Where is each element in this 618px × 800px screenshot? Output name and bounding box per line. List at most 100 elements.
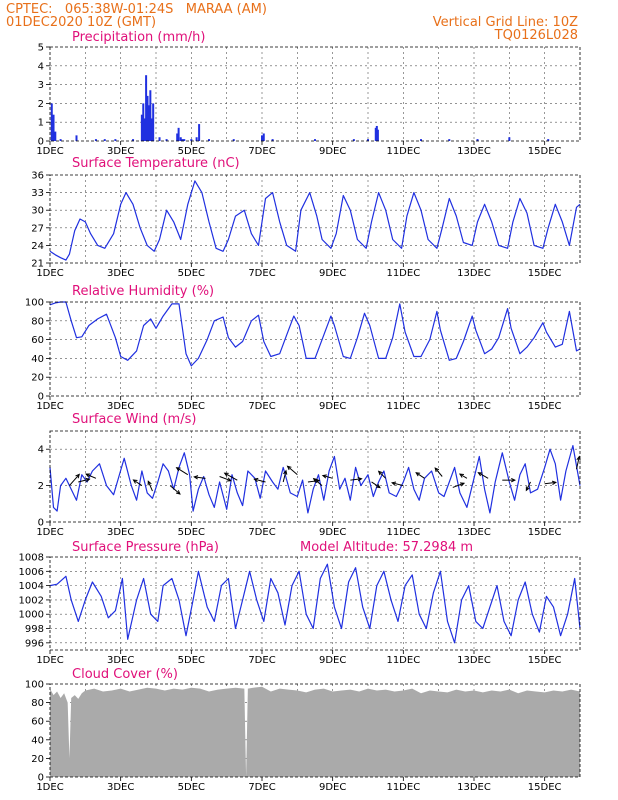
pressure-xtick-label: 7DEC [248,655,275,666]
precipitation-bar [232,139,235,141]
precipitation-bar [142,103,145,141]
temperature-axes: 21 24 27 30 33 36 1DEC 3DEC 5DEC 7DEC 9DEC 11DEC 13D… [31,171,581,279]
wind-xtick-label: 13DEC [457,527,491,538]
wind-vector-arrow [69,473,80,486]
precipitation-ytick-label: 0 [38,137,44,148]
pressure-xtick-label: 15DEC [528,655,562,666]
temperature-ytick-label: 27 [31,223,44,234]
cloud-cover-xtick-label: 7DEC [248,782,275,793]
precipitation-bar [198,124,201,141]
precipitation-xtick-label: 7DEC [248,146,275,157]
wind-title: Surface Wind (m/s) [72,412,196,427]
cloud-cover-panel: Cloud Cover (%) 0 20 40 60 80 100 1DEC 3DEC 5DEC… [25,667,581,793]
pressure-ytick-label: 1002 [19,595,44,606]
precipitation-bar [52,114,55,141]
pressure-xtick-label: 13DEC [457,655,491,666]
precipitation-bar [59,139,62,141]
temperature-series-line [49,180,581,261]
humidity-ytick-label: 20 [31,373,44,384]
precipitation-xtick-label: 13DEC [457,146,491,157]
temperature-xtick-label: 15DEC [528,268,562,279]
wind-xtick-label: 1DEC [36,527,63,538]
precipitation-bar [508,137,511,141]
humidity-series-line [49,301,581,367]
precipitation-bar [177,127,180,141]
wind-vector-arrow [575,455,581,470]
wind-vector-arrow [85,473,97,479]
precipitation-xtick-label: 5DEC [178,146,205,157]
humidity-ytick-label: 40 [31,354,44,365]
humidity-xtick-label: 13DEC [457,401,491,412]
wind-vector-arrow [282,469,288,483]
wind-xtick-label: 5DEC [178,527,205,538]
cloud-cover-xtick-label: 13DEC [457,782,491,793]
precipitation-bar [367,139,369,141]
header-date: 01DEC2020 10Z (GMT) [6,15,156,30]
wind-xtick-label: 11DEC [386,527,420,538]
wind-vector-arrow [321,474,333,479]
wind-vector-arrow [286,465,298,476]
wind-vector-arrow [458,473,468,479]
precipitation-bar [420,139,422,141]
cloud-cover-ytick-label: 20 [31,754,44,765]
precipitation-xtick-label: 3DEC [107,146,134,157]
wind-vector-arrow [132,479,143,487]
precipitation-bar [132,139,135,141]
humidity-xtick-label: 5DEC [178,401,205,412]
wind-ytick-label: 4 [38,445,44,456]
precipitation-bar [147,105,150,141]
cloud-cover-ytick-label: 100 [25,680,44,691]
cloud-cover-xtick-label: 9DEC [319,782,346,793]
precipitation-bar [195,137,198,141]
precipitation-bar [145,75,148,141]
pressure-panel: Surface Pressure (hPa) Model Altitude: 5… [19,540,581,666]
temperature-xtick-label: 3DEC [107,268,134,279]
precipitation-bar [103,139,106,141]
wind-vector-arrow [147,480,153,492]
wind-panel: Surface Wind (m/s) 0 2 4 1DEC 3DEC 5DEC 7DEC 9D… [36,412,581,538]
model-altitude-label: Model Altitude: 57.2984 m [300,540,473,555]
cloud-cover-ytick-label: 40 [31,735,44,746]
wind-vector-arrow [78,477,91,483]
temperature-line [49,180,581,261]
wind-vector-arrow [391,481,404,487]
cloud-cover-ytick-label: 60 [31,717,44,728]
temperature-xtick-label: 9DEC [319,268,346,279]
precipitation-panel: Precipitation (mm/h) 0 1 2 3 4 5 1DEC 3DEC 5DEC 7… [36,30,581,157]
pressure-ytick-label: 1004 [19,581,44,592]
pressure-xtick-label: 5DEC [178,655,205,666]
temperature-xtick-label: 5DEC [178,268,205,279]
wind-xtick-label: 15DEC [528,527,562,538]
pressure-ytick-label: 1006 [19,567,44,578]
temperature-ytick-label: 33 [31,188,44,199]
header-model-id: TQ0126L028 [494,28,578,43]
precipitation-bar [375,125,378,141]
temperature-ytick-label: 24 [31,241,44,252]
cloud-cover-xtick-label: 1DEC [36,782,63,793]
wind-axes: 0 2 4 1DEC 3DEC 5DEC 7DEC 9DEC 11DEC 13DEC 15DEC [36,430,581,538]
precipitation-bar [143,118,146,141]
temperature-ytick-label: 36 [31,171,44,182]
precipitation-title: Precipitation (mm/h) [72,30,205,45]
cloud-cover-fill [50,686,580,777]
precipitation-ytick-label: 2 [38,99,44,110]
precipitation-ytick-label: 1 [38,118,44,129]
precipitation-xtick-label: 11DEC [386,146,420,157]
humidity-ytick-label: 80 [31,316,44,327]
precipitation-ytick-label: 5 [38,43,44,54]
cloud-cover-xtick-label: 5DEC [178,782,205,793]
precipitation-bar [152,103,155,141]
temperature-frame [49,174,581,264]
wind-frame [49,430,581,523]
precipitation-ytick-label: 4 [38,61,44,72]
precipitation-bar [165,139,168,141]
precipitation-bar [208,139,210,141]
precipitation-bar [271,139,274,141]
temperature-ytick-label: 30 [31,206,44,217]
wind-vector-arrow [452,482,466,488]
wind-vector-arrow [371,481,381,489]
pressure-title: Surface Pressure (hPa) [72,540,219,555]
temperature-title: Surface Temperature (nC) [72,156,240,171]
pressure-ytick-label: 1008 [19,553,44,564]
